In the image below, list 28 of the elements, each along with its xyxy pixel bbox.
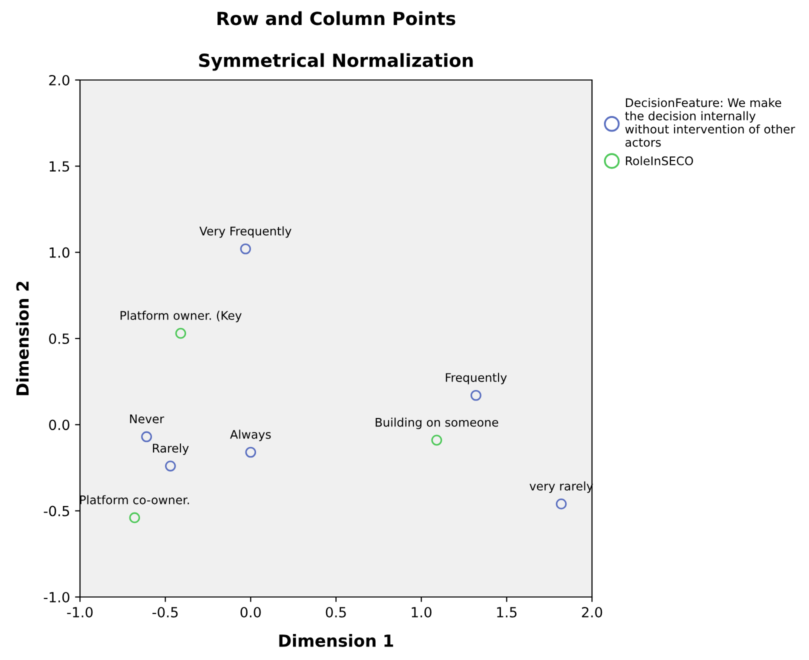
annotation: Never	[130, 414, 164, 424]
y-tick-label: 1.5	[50, 161, 70, 172]
y-axis-title: Dimension 2	[16, 282, 29, 396]
x-tick-label: 0.0	[240, 606, 261, 618]
x-tick-label: 1.5	[497, 607, 516, 618]
y-tick-label: 2.0	[49, 74, 70, 86]
chart-subtitle: Symmetrical Normalization	[199, 53, 473, 71]
x-tick-label: -1.0	[67, 606, 93, 618]
annotation: Platform co-owner.	[80, 495, 189, 504]
annotation: Building on someone	[376, 418, 498, 430]
annotation: Always	[230, 430, 271, 442]
x-axis-title: Dimension 1	[279, 634, 394, 647]
x-tick-label: -0.5	[152, 606, 178, 618]
x-tick-label: 0.5	[326, 606, 346, 618]
y-tick-label: 0.0	[49, 420, 70, 430]
annotation: Very Frequently	[199, 226, 292, 238]
chart-title: Row and Column Points	[218, 11, 456, 26]
y-tick-label: -0.5	[44, 506, 70, 516]
y-tick-label: 0.5	[49, 333, 70, 344]
x-tick-label: 2.0	[582, 606, 602, 618]
annotation: Frequently	[446, 372, 507, 384]
y-tick-label: -1.0	[44, 592, 70, 602]
legend-label: RoleInSECO	[626, 156, 694, 166]
annotation: Rarely	[152, 443, 189, 455]
legend-label: DecisionFeature: We make the decision internally without intervention of other actors	[625, 98, 796, 147]
y-tick-label: 1.0	[50, 247, 70, 258]
x-tick-label: 1.0	[412, 606, 432, 618]
annotation: Platform owner. (Key	[120, 310, 242, 322]
